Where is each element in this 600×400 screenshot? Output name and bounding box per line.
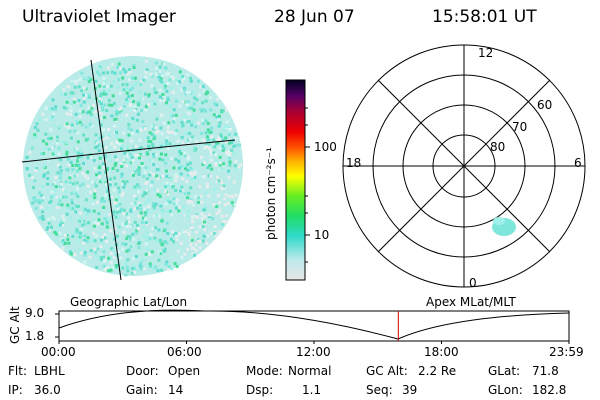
image-date: 28 Jun 07 — [274, 7, 355, 27]
colorbar-tick-10: 10 — [314, 228, 330, 242]
timeline-xtick-1: 06:00 — [167, 345, 202, 359]
gcalt-value: 2.2 Re — [418, 364, 457, 378]
colorbar-unit-label: photon cm⁻²s⁻¹ — [264, 147, 278, 240]
glat-label: GLat: — [488, 364, 521, 378]
timeline-xtick-0: 00:00 — [41, 345, 76, 359]
flt-value: LBHL — [34, 364, 65, 378]
image-time: 15:58:01 UT — [432, 7, 537, 27]
timeline-xtick-2: 12:00 — [296, 345, 331, 359]
lat-label-70: 70 — [512, 120, 528, 134]
dsp-label: Dsp: — [246, 383, 274, 397]
lat-label-80: 80 — [490, 140, 506, 154]
timeline-ylabel: GC Alt — [8, 306, 22, 344]
latitude-line — [21, 139, 236, 163]
auroral-spot — [492, 217, 516, 236]
longitude-line — [90, 59, 122, 281]
polar-plot — [342, 44, 586, 288]
gain-label: Gain: — [126, 383, 158, 397]
lat-label-60: 60 — [537, 98, 553, 112]
colorbar — [285, 79, 310, 281]
mlt-label-18: 18 — [346, 156, 362, 170]
gain-value: 14 — [168, 383, 184, 397]
timeline-xtick-3: 18:00 — [424, 345, 459, 359]
glat-value: 71.8 — [532, 364, 559, 378]
door-label: Door: — [126, 364, 159, 378]
mode-value: Normal — [288, 364, 332, 378]
timeline-ytick-top: 9.0 — [25, 306, 45, 320]
altitude-curve — [58, 309, 570, 340]
ip-label: IP: — [8, 383, 23, 397]
flt-label: Flt: — [8, 364, 27, 378]
ip-value: 36.0 — [34, 383, 61, 397]
mlt-label-12: 12 — [478, 46, 494, 60]
colorbar-tick-100: 100 — [314, 140, 337, 154]
glon-label: GLon: — [488, 383, 523, 397]
apex-caption: Apex MLat/MLT — [426, 295, 516, 309]
orbit-timeline — [55, 309, 570, 344]
instrument-title: Ultraviolet Imager — [22, 7, 176, 27]
mlt-label-0: 0 — [469, 276, 477, 290]
geographic-disk — [21, 56, 243, 281]
timeline-ytick-bottom: 1.8 — [25, 329, 45, 343]
gcalt-label: GC Alt: — [366, 364, 408, 378]
geographic-caption: Geographic Lat/Lon — [70, 295, 188, 309]
timeline-xtick-4: 23:59 — [549, 345, 584, 359]
mode-label: Mode: — [246, 364, 283, 378]
glon-value: 182.8 — [532, 383, 567, 397]
seq-value: 39 — [402, 383, 418, 397]
door-value: Open — [168, 364, 201, 378]
dsp-value: 1.1 — [302, 383, 322, 397]
seq-label: Seq: — [366, 383, 393, 397]
mlt-label-6: 6 — [574, 156, 582, 170]
